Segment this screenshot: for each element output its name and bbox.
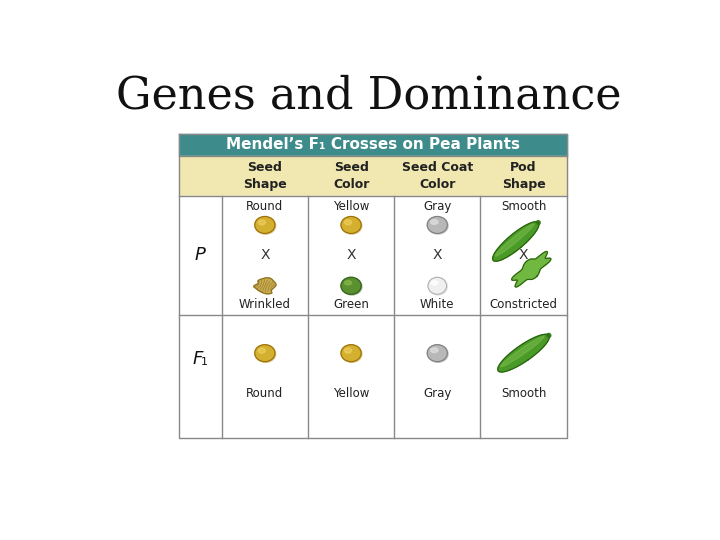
Bar (179, 134, 567, 156)
Bar (179, 156, 567, 195)
Ellipse shape (341, 278, 361, 294)
Polygon shape (253, 278, 276, 294)
Ellipse shape (255, 345, 275, 362)
Ellipse shape (258, 348, 266, 353)
Text: Round: Round (246, 387, 284, 400)
Ellipse shape (536, 221, 540, 225)
Text: Round: Round (246, 200, 284, 213)
Ellipse shape (546, 333, 551, 338)
Text: White: White (420, 298, 454, 310)
Ellipse shape (341, 217, 361, 233)
Text: Yellow: Yellow (333, 200, 369, 213)
Ellipse shape (341, 345, 361, 362)
Bar (179, 315, 567, 403)
Text: Gray: Gray (423, 200, 451, 213)
Ellipse shape (256, 217, 276, 234)
Ellipse shape (429, 278, 447, 295)
Text: Smooth: Smooth (501, 387, 546, 400)
Text: Mendel’s F₁ Crosses on Pea Plants: Mendel’s F₁ Crosses on Pea Plants (226, 137, 520, 152)
Ellipse shape (428, 278, 446, 294)
Ellipse shape (427, 217, 447, 233)
Bar (179, 195, 567, 315)
Text: X: X (346, 248, 356, 262)
Text: Smooth: Smooth (501, 200, 546, 213)
Text: Seed Coat
Color: Seed Coat Color (402, 161, 473, 191)
Text: Gray: Gray (423, 387, 451, 400)
Polygon shape (492, 222, 539, 261)
Text: Green: Green (333, 298, 369, 310)
Text: X: X (519, 248, 528, 262)
Polygon shape (500, 336, 544, 367)
Text: X: X (260, 248, 269, 262)
Text: F: F (193, 350, 203, 368)
Polygon shape (495, 224, 534, 256)
Ellipse shape (256, 346, 276, 362)
Text: Constricted: Constricted (490, 298, 557, 310)
Ellipse shape (428, 217, 448, 234)
Polygon shape (498, 334, 549, 372)
Ellipse shape (427, 345, 447, 362)
Text: Pod
Shape: Pod Shape (502, 161, 545, 191)
Ellipse shape (431, 348, 438, 353)
Text: X: X (433, 248, 442, 262)
Text: 1: 1 (201, 357, 208, 367)
Text: P: P (195, 246, 206, 265)
Ellipse shape (255, 217, 275, 233)
Ellipse shape (258, 220, 266, 225)
Ellipse shape (428, 346, 448, 362)
Text: Seed
Color: Seed Color (333, 161, 369, 191)
Text: Wrinkled: Wrinkled (239, 298, 291, 310)
Ellipse shape (345, 220, 351, 225)
Ellipse shape (342, 346, 362, 362)
Ellipse shape (345, 348, 351, 353)
Ellipse shape (342, 278, 362, 295)
Text: Yellow: Yellow (333, 387, 369, 400)
Ellipse shape (431, 220, 438, 224)
Ellipse shape (342, 217, 362, 234)
Text: Genes and Dominance: Genes and Dominance (116, 74, 622, 117)
Text: Seed
Shape: Seed Shape (243, 161, 287, 191)
Polygon shape (512, 252, 551, 287)
Ellipse shape (431, 281, 438, 285)
Ellipse shape (345, 281, 351, 285)
